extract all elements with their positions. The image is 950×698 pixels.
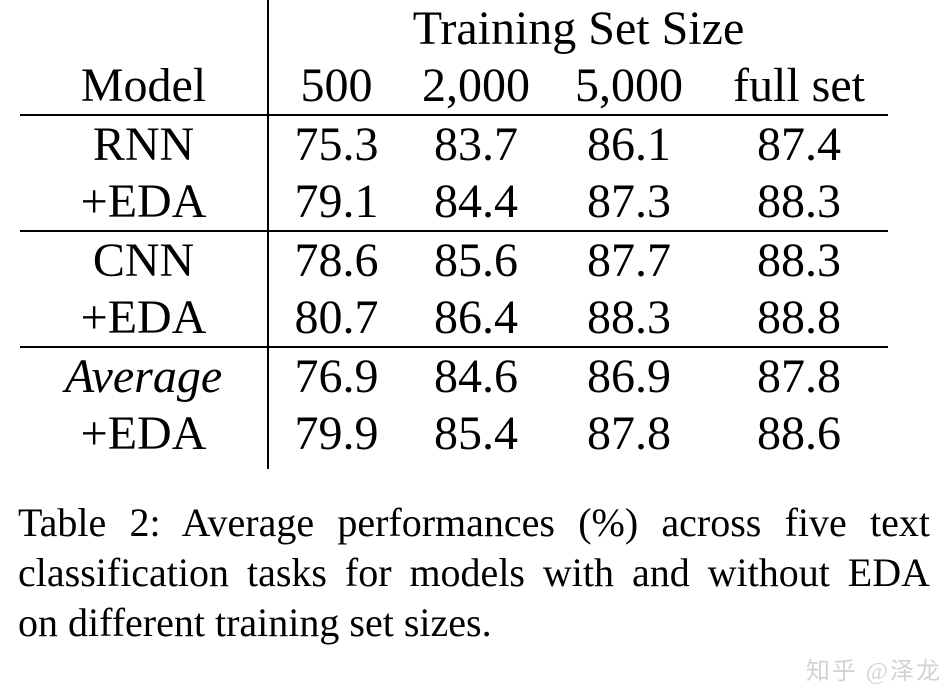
value-cell: 80.7 [268,289,404,348]
group-header: Training Set Size [412,2,745,55]
column-header-5000: 5,000 [548,57,710,116]
value-cell: 79.9 [294,407,379,460]
value-cell: 86.4 [404,289,548,348]
table-row-average-eda: +EDA 79.9 85.4 87.8 88.6 [20,405,888,462]
results-table: Training Set Size Model 500 2,000 5,000 … [20,0,888,469]
value-cell: 85.4 [434,407,518,460]
value-cell: 76.9 [294,350,379,403]
value-cell: 88.3 [757,234,841,287]
table-row-cnn-eda: +EDA 80.7 86.4 88.3 88.8 [20,289,888,348]
table-row-average: Average 76.9 84.6 86.9 87.8 [20,347,888,405]
value-cell: 87.4 [757,118,841,171]
caption-line-2: classification tasks for models with and… [18,550,930,595]
row-label: RNN [20,115,269,173]
table-row-cnn: CNN 78.6 85.6 87.7 88.3 [20,231,888,289]
value-cell: 87.8 [587,407,671,460]
value-cell: 87.7 [587,234,671,287]
row-label: +EDA [20,405,269,462]
row-label: Average [20,347,269,405]
rule-extender-row [20,462,888,469]
table-row-rnn: RNN 75.3 83.7 86.1 87.4 [20,115,888,173]
column-header-fullset: full set [710,57,888,116]
column-header-model: Model [20,57,269,116]
value-cell: 87.8 [757,350,841,403]
value-cell: 83.7 [434,118,518,171]
value-cell: 86.9 [587,350,671,403]
value-cell: 88.3 [710,173,888,232]
zhihu-watermark: 知乎 @泽龙 [805,659,942,685]
column-header-500: 500 [268,57,404,116]
value-cell: 75.3 [294,118,379,171]
table-caption: Table 2: Average performances (%) across… [18,498,930,648]
value-cell: 84.4 [404,173,548,232]
value-cell-best: 88.6 [757,407,841,460]
value-cell: 88.8 [710,289,888,348]
value-cell: 84.6 [434,350,518,403]
value-cell: 88.3 [548,289,710,348]
column-header-2000: 2,000 [404,57,548,116]
value-cell: 86.1 [587,118,671,171]
value-cell: 87.3 [548,173,710,232]
row-label: +EDA [20,289,269,348]
empty-corner-cell [20,0,269,57]
value-cell: 85.6 [434,234,518,287]
caption-line-1: Table 2: Average performances (%) across… [18,500,930,545]
group-header-row: Training Set Size [20,0,888,57]
row-label: +EDA [20,173,269,232]
value-cell: 78.6 [294,234,379,287]
row-label: CNN [20,231,269,289]
caption-line-3: on different training set sizes. [18,600,492,645]
value-cell: 79.1 [268,173,404,232]
column-header-row: Model 500 2,000 5,000 full set [20,57,888,116]
table-row-rnn-eda: +EDA 79.1 84.4 87.3 88.3 [20,173,888,232]
